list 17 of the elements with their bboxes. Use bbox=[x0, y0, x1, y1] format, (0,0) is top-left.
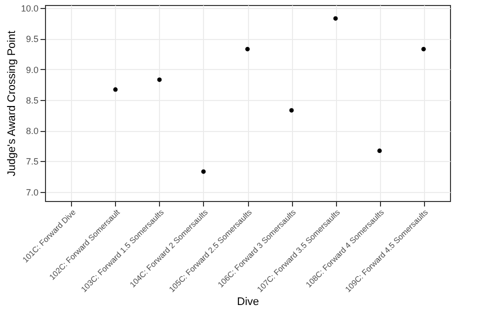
y-tick-label: 8.0 bbox=[26, 126, 38, 136]
point bbox=[289, 108, 294, 113]
y-tick-label: 7.5 bbox=[26, 156, 38, 167]
y-tick-label: 8.5 bbox=[26, 95, 38, 106]
point bbox=[201, 169, 206, 174]
y-tick-label: 9.5 bbox=[26, 34, 38, 44]
point bbox=[377, 148, 382, 154]
y-axis-title: Judge's Award Crossing Point bbox=[6, 30, 18, 176]
x-axis-title: Dive bbox=[236, 296, 260, 308]
point bbox=[113, 87, 118, 92]
y-tick-label: 10.0 bbox=[20, 4, 38, 14]
y-tick-label: 7.0 bbox=[26, 187, 38, 198]
point bbox=[157, 77, 162, 82]
point bbox=[333, 16, 338, 21]
y-tick-label: 9.0 bbox=[26, 64, 38, 75]
point bbox=[421, 46, 426, 52]
point bbox=[245, 46, 250, 52]
